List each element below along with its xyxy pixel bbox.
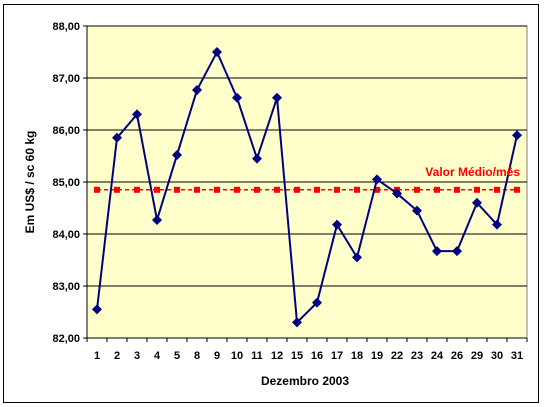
average-point [274, 186, 280, 193]
x-tick-label: 8 [194, 350, 200, 362]
x-tick-label: 31 [511, 350, 523, 362]
average-point [294, 186, 300, 193]
price-point [172, 149, 182, 160]
x-axis-ticks: 1 2 3 4 5 8 9 10 11 12 15 16 17 18 19 22 23 24 26 29 30 31 [86, 337, 528, 362]
average-point [514, 186, 520, 193]
average-point [314, 186, 320, 193]
price-point [372, 174, 382, 185]
average-point [474, 186, 480, 193]
x-axis-title: Dezembro 2003 [261, 374, 349, 388]
average-point [434, 186, 440, 193]
x-tick-label: 17 [331, 350, 343, 362]
price-point [272, 92, 282, 103]
y-tick-label: 83,00 [52, 281, 80, 293]
price-point [312, 297, 322, 308]
price-point [432, 246, 442, 257]
price-point [352, 252, 362, 263]
average-point [414, 186, 420, 193]
x-tick-label: 24 [431, 350, 444, 362]
average-point [94, 186, 100, 193]
price-point [152, 214, 162, 225]
price-point [332, 219, 342, 230]
x-tick-label: 23 [411, 350, 423, 362]
price-point [512, 130, 522, 141]
x-tick-label: 4 [154, 350, 161, 362]
x-tick-label: 2 [114, 350, 120, 362]
average-point [374, 186, 380, 193]
price-point [192, 84, 202, 95]
average-point [494, 186, 500, 193]
price-point [212, 47, 222, 57]
average-point [354, 186, 360, 193]
average-point [114, 186, 120, 193]
price-point [92, 304, 102, 315]
y-tick-label: 87,00 [52, 73, 80, 85]
average-point [194, 186, 200, 193]
x-tick-label: 5 [174, 350, 180, 362]
y-tick-label: 86,00 [52, 125, 80, 137]
price-point [232, 92, 242, 103]
average-annotation: Valor Médio/mês [425, 165, 520, 179]
x-tick-label: 16 [311, 350, 323, 362]
price-point [412, 205, 422, 216]
average-point [154, 186, 160, 193]
y-tick-label: 82,00 [52, 333, 80, 345]
y-tick-label: 84,00 [52, 229, 80, 241]
price-point [492, 219, 502, 230]
x-tick-label: 11 [251, 350, 263, 362]
gridlines [87, 25, 527, 339]
price-series [92, 47, 522, 328]
x-tick-label: 12 [271, 350, 283, 362]
average-point [454, 186, 460, 193]
y-tick-label: 88,00 [52, 21, 80, 33]
price-point [452, 246, 462, 257]
price-point [132, 109, 142, 120]
y-tick-label: 85,00 [52, 177, 80, 189]
average-point [134, 186, 140, 193]
price-point [392, 188, 402, 199]
average-point [254, 186, 260, 193]
x-tick-label: 29 [471, 350, 483, 362]
x-tick-label: 9 [214, 350, 220, 362]
x-tick-label: 3 [134, 350, 140, 362]
price-line [96, 49, 518, 325]
x-tick-label: 1 [94, 350, 100, 362]
x-tick-label: 18 [351, 350, 363, 362]
price-point [252, 153, 262, 164]
average-point [334, 186, 340, 193]
x-tick-label: 30 [491, 350, 503, 362]
x-tick-label: 22 [391, 350, 403, 362]
x-tick-label: 26 [451, 350, 463, 362]
price-point [472, 197, 482, 208]
x-tick-label: 10 [231, 350, 243, 362]
y-axis-ticks: 82,00 83,00 84,00 85,00 86,00 87,00 88,00 [52, 21, 88, 345]
x-tick-label: 19 [371, 350, 383, 362]
average-point [174, 186, 180, 193]
x-tick-label: 15 [291, 350, 303, 362]
y-axis-title: Em US$ / sc 60 kg [23, 131, 37, 234]
average-point [214, 186, 220, 193]
price-point [292, 317, 302, 328]
price-point [112, 132, 122, 143]
average-point [234, 186, 240, 193]
